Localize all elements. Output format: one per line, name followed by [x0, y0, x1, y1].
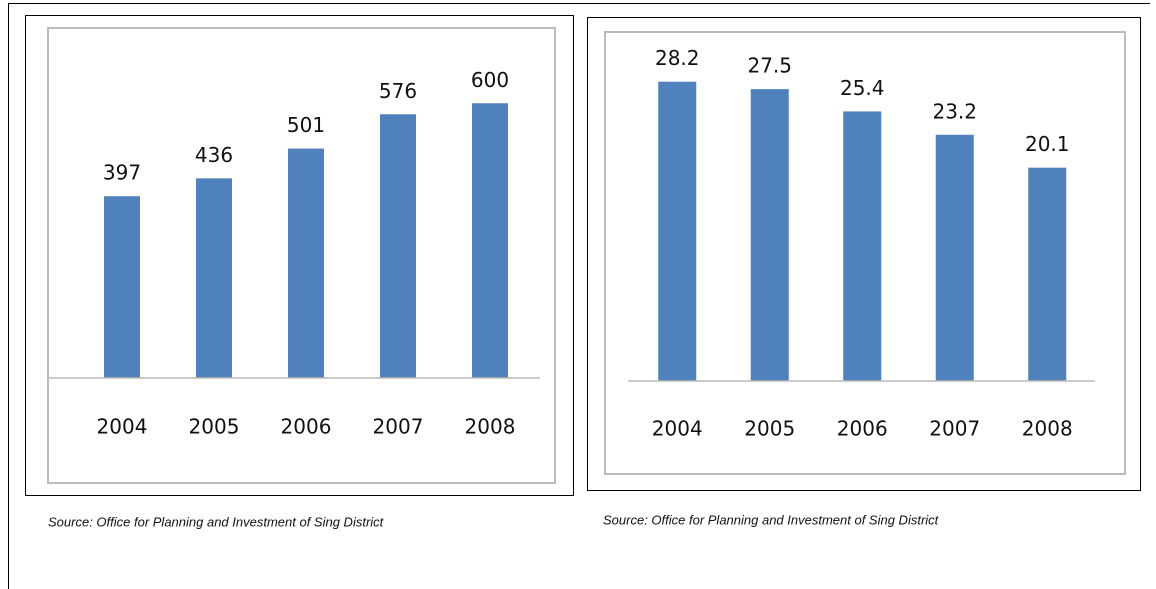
x-tick-label: 2006	[281, 415, 332, 439]
data-label: 28.2	[655, 46, 700, 70]
plot-frame	[47, 27, 556, 484]
x-tick-label: 2008	[465, 415, 516, 439]
data-label: 27.5	[747, 54, 792, 78]
data-label: 25.4	[840, 76, 885, 100]
x-tick-label: 2007	[373, 415, 424, 439]
chart-frame	[25, 15, 574, 496]
data-label: 23.2	[932, 99, 977, 123]
data-label: 436	[195, 143, 233, 167]
bar	[935, 134, 974, 381]
x-tick-label: 2005	[744, 417, 795, 441]
bar	[380, 114, 416, 379]
data-label: 576	[379, 79, 417, 103]
x-tick-label: 2006	[837, 417, 888, 441]
data-label: 20.1	[1025, 132, 1070, 156]
bar	[843, 111, 882, 381]
source-note: Source: Office for Planning and Investme…	[48, 514, 385, 529]
plot-frame	[604, 31, 1126, 475]
source-note: Source: Office for Planning and Investme…	[603, 512, 940, 527]
x-tick-label: 2008	[1022, 417, 1073, 441]
bar	[658, 81, 697, 381]
bar	[750, 89, 789, 381]
bar	[288, 148, 324, 378]
bar	[1028, 167, 1067, 381]
data-label: 397	[103, 161, 141, 185]
x-tick-label: 2005	[189, 415, 240, 439]
data-label: 501	[287, 113, 325, 137]
chart-frame	[587, 17, 1141, 491]
data-label: 600	[471, 68, 509, 92]
x-tick-label: 2004	[97, 415, 148, 439]
bar	[472, 103, 508, 379]
x-tick-label: 2007	[929, 417, 980, 441]
bar	[196, 178, 232, 378]
x-tick-label: 2004	[652, 417, 703, 441]
bar	[104, 196, 140, 378]
